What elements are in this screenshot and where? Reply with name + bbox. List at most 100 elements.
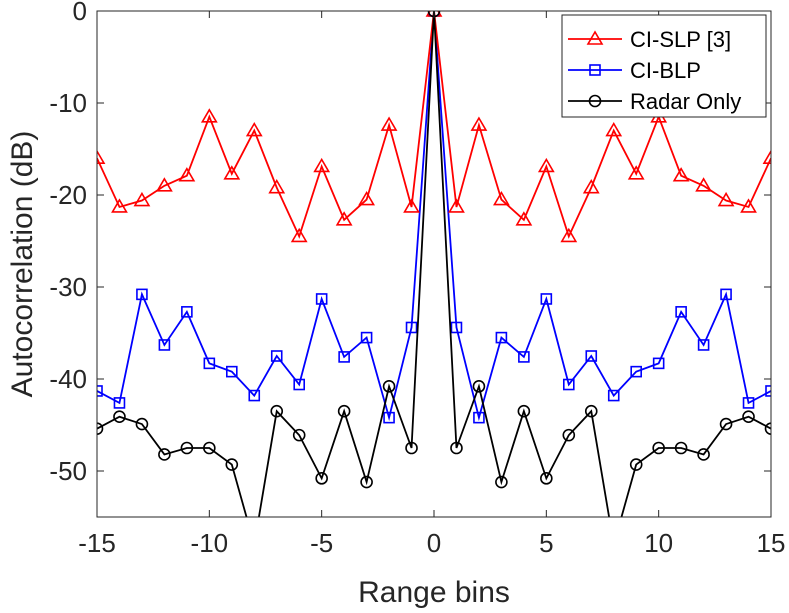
- data-point-radar-only: [360, 475, 373, 489]
- data-point-radar-only: [562, 428, 576, 442]
- data-point-ci-slp-3: [290, 227, 308, 243]
- data-point-ci-blp: [450, 321, 463, 334]
- data-point-ci-slp-3: [223, 165, 241, 180]
- data-point-ci-slp-3: [448, 198, 465, 213]
- data-point-ci-blp: [203, 357, 216, 370]
- series-line-ci-blp: [97, 11, 771, 422]
- data-point-ci-slp-3: [493, 191, 510, 206]
- data-point-ci-slp-3: [605, 122, 623, 137]
- data-point-ci-slp-3: [97, 149, 106, 164]
- y-tick-label: 0: [73, 0, 87, 26]
- data-point-ci-blp: [248, 389, 261, 402]
- legend: CI-SLP [3] CI-BLP Radar Only: [561, 14, 767, 118]
- data-point-ci-blp: [675, 306, 687, 318]
- data-point-ci-blp: [652, 357, 665, 370]
- legend-marker-ci-blp: [589, 64, 601, 76]
- legend-marker-ci-slp-3: [586, 30, 604, 45]
- data-point-ci-blp: [630, 365, 643, 378]
- data-point-ci-slp-3: [156, 177, 173, 192]
- data-point-ci-blp: [315, 293, 328, 305]
- data-point-ci-blp: [607, 389, 620, 402]
- data-point-ci-slp-3: [313, 157, 331, 173]
- data-point-ci-slp-3: [335, 211, 353, 226]
- x-tick-label: -10: [191, 528, 229, 558]
- data-point-radar-only: [540, 472, 553, 485]
- data-point-radar-only: [608, 539, 619, 550]
- data-point-radar-only: [472, 380, 486, 393]
- data-point-ci-blp: [113, 397, 126, 409]
- data-point-ci-slp-3: [178, 167, 196, 182]
- data-point-ci-slp-3: [380, 116, 398, 131]
- data-point-radar-only: [135, 417, 149, 431]
- data-point-ci-slp-3: [695, 177, 712, 192]
- data-point-ci-blp: [742, 397, 755, 409]
- legend-marker-radar-only: [588, 94, 602, 108]
- data-point-ci-blp: [226, 365, 238, 378]
- y-tick-label: -50: [49, 456, 87, 486]
- data-point-ci-slp-3: [582, 179, 600, 194]
- data-point-radar-only: [180, 441, 194, 455]
- data-point-ci-slp-3: [268, 179, 286, 194]
- x-tick-label: 15: [757, 528, 786, 558]
- x-tick-label: 5: [539, 528, 553, 558]
- data-point-ci-blp: [405, 321, 418, 334]
- data-point-radar-only: [719, 417, 733, 431]
- data-point-ci-blp: [562, 378, 575, 391]
- y-tick-label: -30: [49, 272, 87, 302]
- data-point-ci-blp: [720, 288, 732, 301]
- data-point-ci-slp-3: [403, 198, 420, 213]
- data-point-ci-slp-3: [560, 227, 578, 243]
- data-point-radar-only: [225, 458, 239, 471]
- data-point-ci-blp: [383, 411, 395, 424]
- data-point-ci-blp: [293, 378, 306, 391]
- data-point-ci-blp: [540, 293, 553, 305]
- data-point-ci-slp-3: [537, 157, 555, 173]
- data-point-radar-only: [405, 441, 418, 455]
- data-point-ci-slp-3: [200, 108, 218, 123]
- data-point-ci-slp-3: [133, 191, 151, 207]
- data-point-radar-only: [450, 441, 463, 455]
- data-point-radar-only: [674, 441, 688, 455]
- y-axis-label: Autocorrelation (dB): [6, 131, 39, 398]
- data-point-ci-slp-3: [627, 165, 645, 180]
- series-radar-only: [97, 11, 771, 550]
- data-point-ci-blp: [97, 385, 103, 397]
- data-point-radar-only: [315, 472, 328, 485]
- data-point-radar-only: [292, 428, 306, 442]
- legend-label-ci-slp-3: CI-SLP [3]: [630, 27, 731, 52]
- data-point-ci-blp: [765, 385, 771, 397]
- data-point-radar-only: [337, 404, 351, 418]
- data-point-radar-only: [629, 458, 643, 471]
- y-tick-label: -10: [49, 88, 87, 118]
- y-tick-label: -40: [49, 364, 87, 394]
- data-point-ci-slp-3: [762, 149, 771, 164]
- data-point-radar-only: [697, 448, 710, 461]
- legend-label-radar-only: Radar Only: [630, 89, 741, 114]
- data-point-radar-only: [113, 410, 126, 424]
- data-point-ci-slp-3: [515, 211, 533, 226]
- x-tick-label: 10: [644, 528, 673, 558]
- legend-label-ci-blp: CI-BLP: [630, 58, 701, 83]
- x-axis-label: Range bins: [358, 576, 510, 609]
- data-point-ci-blp: [338, 351, 350, 363]
- data-point-ci-slp-3: [111, 198, 128, 213]
- data-point-radar-only: [382, 380, 396, 393]
- data-point-ci-blp: [697, 339, 710, 351]
- data-point-radar-only: [652, 441, 665, 455]
- data-point-ci-blp: [585, 350, 598, 362]
- data-point-ci-blp: [495, 331, 508, 344]
- x-tick-label: -15: [78, 528, 116, 558]
- x-tick-label: 0: [427, 528, 441, 558]
- data-point-radar-only: [270, 404, 284, 418]
- data-point-ci-blp: [360, 331, 373, 344]
- y-tick-label: -20: [49, 180, 87, 210]
- data-point-ci-slp-3: [245, 122, 263, 137]
- data-point-ci-blp: [270, 350, 283, 362]
- data-point-radar-only: [517, 404, 531, 418]
- data-point-radar-only: [97, 422, 104, 435]
- data-point-ci-blp: [518, 351, 530, 363]
- data-point-radar-only: [764, 422, 771, 435]
- data-point-ci-blp: [158, 339, 171, 351]
- data-point-ci-slp-3: [358, 191, 375, 206]
